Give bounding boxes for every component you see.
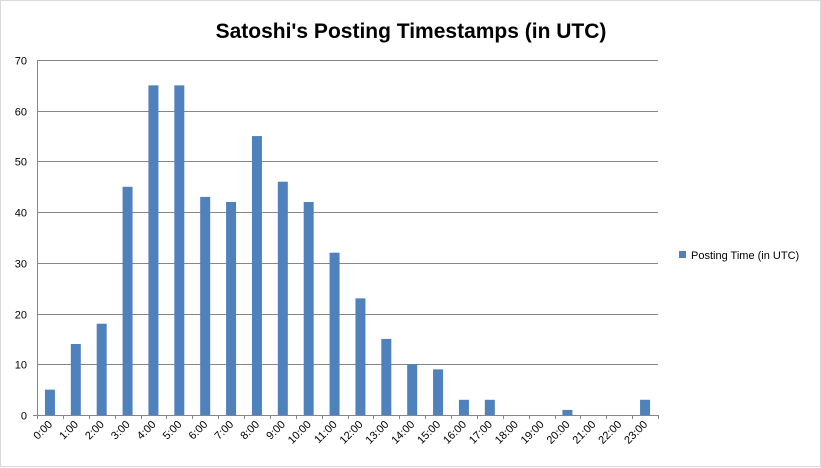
bar-2-00 bbox=[96, 323, 107, 415]
x-tick-label: 17:00 bbox=[467, 419, 495, 447]
bar-4-00 bbox=[148, 85, 159, 416]
x-tick-label: 23:00 bbox=[622, 419, 650, 447]
bars bbox=[44, 85, 651, 416]
x-tick-label: 11:00 bbox=[312, 419, 339, 446]
bar-20-00 bbox=[562, 409, 573, 415]
bar-10-00 bbox=[303, 202, 314, 415]
bar-14-00 bbox=[407, 364, 418, 415]
bar-13-00 bbox=[381, 338, 392, 415]
bar-23-00 bbox=[640, 399, 651, 415]
x-tick-label: 10:00 bbox=[286, 419, 314, 447]
bar-12-00 bbox=[355, 298, 366, 415]
x-tick-label: 2:00 bbox=[83, 419, 107, 443]
legend-swatch bbox=[679, 251, 686, 258]
x-tick-label: 21:00 bbox=[570, 419, 598, 447]
legend-label: Posting Time (in UTC) bbox=[691, 250, 799, 262]
x-tick-label: 16:00 bbox=[441, 419, 469, 447]
bar-15-00 bbox=[433, 369, 444, 415]
x-tick-label: 9:00 bbox=[264, 419, 288, 443]
x-tick-label: 18:00 bbox=[493, 419, 521, 447]
x-tick-label: 22:00 bbox=[596, 419, 624, 447]
y-tick-label: 20 bbox=[15, 310, 27, 322]
y-tick-label: 40 bbox=[15, 208, 27, 220]
axes bbox=[33, 60, 659, 419]
x-tick-label: 0:00 bbox=[31, 419, 55, 443]
x-tick-label: 4:00 bbox=[135, 419, 159, 443]
bar-5-00 bbox=[174, 85, 185, 416]
x-tick-label: 7:00 bbox=[213, 419, 237, 443]
y-tick-label: 70 bbox=[15, 56, 27, 68]
x-tick-label: 20:00 bbox=[545, 419, 573, 447]
y-tick-label: 0 bbox=[21, 411, 27, 423]
y-tick-label: 60 bbox=[15, 107, 27, 119]
chart-title: Satoshi's Posting Timestamps (in UTC) bbox=[216, 20, 607, 43]
x-tick-label: 6:00 bbox=[187, 419, 211, 443]
bar-1-00 bbox=[70, 344, 81, 415]
bar-0-00 bbox=[44, 389, 55, 415]
x-tick-label: 3:00 bbox=[109, 419, 133, 443]
gridlines bbox=[37, 60, 658, 365]
bar-17-00 bbox=[484, 399, 495, 415]
y-tick-label: 50 bbox=[15, 157, 27, 169]
x-tick-label: 5:00 bbox=[161, 419, 185, 443]
x-tick-labels: 0:00 1:00 2:00 3:00 4:00 5:00 6:00 7:00 8:00 9:00… bbox=[31, 419, 650, 447]
bar-7-00 bbox=[226, 202, 237, 415]
x-tick-label: 8:00 bbox=[238, 419, 262, 443]
legend: Posting Time (in UTC) bbox=[679, 250, 799, 262]
y-tick-label: 10 bbox=[15, 360, 27, 372]
y-tick-label: 30 bbox=[15, 259, 27, 271]
x-tick-label: 19:00 bbox=[519, 419, 547, 447]
x-tick-label: 1:00 bbox=[57, 419, 81, 443]
bar-11-00 bbox=[329, 252, 340, 415]
x-tick-label: 14:00 bbox=[389, 419, 417, 447]
bar-6-00 bbox=[200, 196, 211, 415]
x-tick-label: 12:00 bbox=[338, 419, 366, 447]
x-tick-label: 13:00 bbox=[363, 419, 391, 447]
bar-8-00 bbox=[251, 136, 262, 415]
bar-3-00 bbox=[122, 186, 133, 415]
x-tick-label: 15:00 bbox=[415, 419, 443, 447]
bar-9-00 bbox=[277, 181, 288, 415]
y-tick-labels: 0 10 20 30 40 50 60 70 bbox=[15, 56, 27, 423]
bar-16-00 bbox=[458, 399, 469, 415]
